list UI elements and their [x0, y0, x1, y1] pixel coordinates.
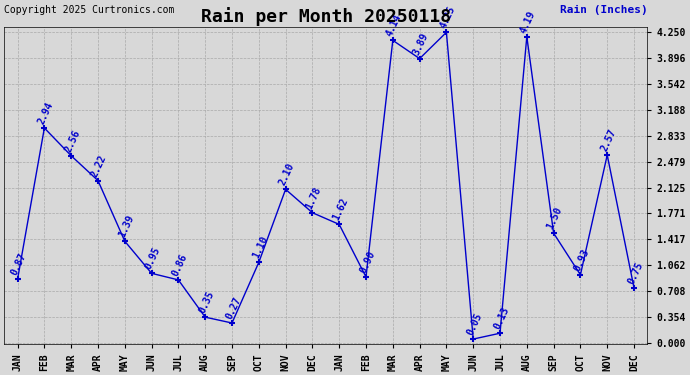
- Text: 2.56: 2.56: [63, 128, 82, 154]
- Text: 0.13: 0.13: [492, 306, 511, 331]
- Text: 3.89: 3.89: [411, 31, 431, 57]
- Text: Copyright 2025 Curtronics.com: Copyright 2025 Curtronics.com: [4, 4, 175, 15]
- Text: 0.93: 0.93: [572, 247, 591, 273]
- Text: 1.10: 1.10: [250, 235, 270, 260]
- Text: 2.94: 2.94: [36, 100, 55, 126]
- Text: 0.75: 0.75: [626, 260, 644, 286]
- Text: Rain (Inches): Rain (Inches): [560, 4, 647, 15]
- Text: 2.57: 2.57: [599, 128, 618, 153]
- Text: 1.62: 1.62: [331, 197, 350, 222]
- Text: 4.25: 4.25: [438, 4, 457, 30]
- Title: Rain per Month 20250118: Rain per Month 20250118: [201, 7, 451, 26]
- Text: 0.86: 0.86: [170, 252, 189, 278]
- Text: 0.95: 0.95: [144, 246, 162, 271]
- Text: 2.22: 2.22: [90, 153, 108, 178]
- Text: 4.19: 4.19: [518, 9, 538, 34]
- Text: 0.27: 0.27: [224, 295, 243, 321]
- Text: 0.87: 0.87: [9, 252, 28, 277]
- Text: 0.05: 0.05: [465, 311, 484, 337]
- Text: 1.78: 1.78: [304, 185, 323, 210]
- Text: 1.39: 1.39: [117, 213, 135, 239]
- Text: 0.35: 0.35: [197, 290, 216, 315]
- Text: 1.50: 1.50: [545, 206, 564, 231]
- Text: 0.90: 0.90: [357, 249, 377, 275]
- Text: 2.10: 2.10: [277, 162, 296, 187]
- Text: 4.14: 4.14: [384, 13, 404, 38]
